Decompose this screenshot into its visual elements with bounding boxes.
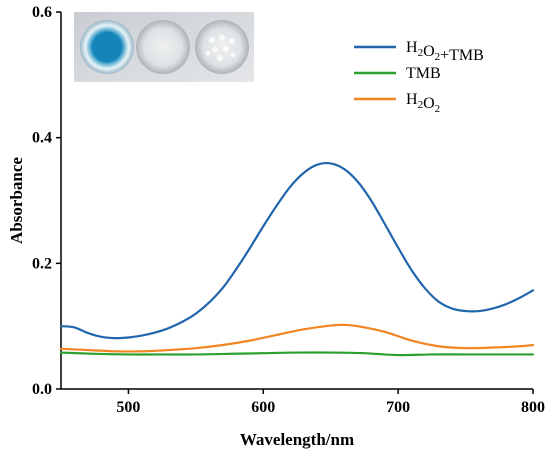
legend-label-0: H2O2+TMB bbox=[406, 39, 484, 64]
well-clear-2 bbox=[195, 20, 249, 74]
legend-label-2: H2O2 bbox=[406, 91, 440, 115]
series-line-0 bbox=[59, 161, 535, 340]
x-tick-label: 600 bbox=[251, 399, 275, 416]
y-axis-title: Absorbance bbox=[7, 157, 26, 244]
series-line-2 bbox=[59, 323, 535, 353]
x-axis-title: Wavelength/nm bbox=[240, 430, 354, 449]
y-tick-label: 0.4 bbox=[32, 130, 52, 147]
well-clear-1 bbox=[136, 20, 190, 74]
inset-well-photo bbox=[74, 12, 254, 82]
y-tick-label: 0.0 bbox=[32, 381, 52, 398]
x-tick-label: 700 bbox=[386, 399, 410, 416]
x-tick-label: 800 bbox=[521, 399, 545, 416]
legend-label-1: TMB bbox=[406, 65, 441, 82]
series-line-1 bbox=[59, 351, 535, 357]
y-tick-label: 0.6 bbox=[32, 4, 52, 21]
y-tick-label: 0.2 bbox=[32, 255, 52, 272]
x-tick-label: 500 bbox=[116, 399, 140, 416]
